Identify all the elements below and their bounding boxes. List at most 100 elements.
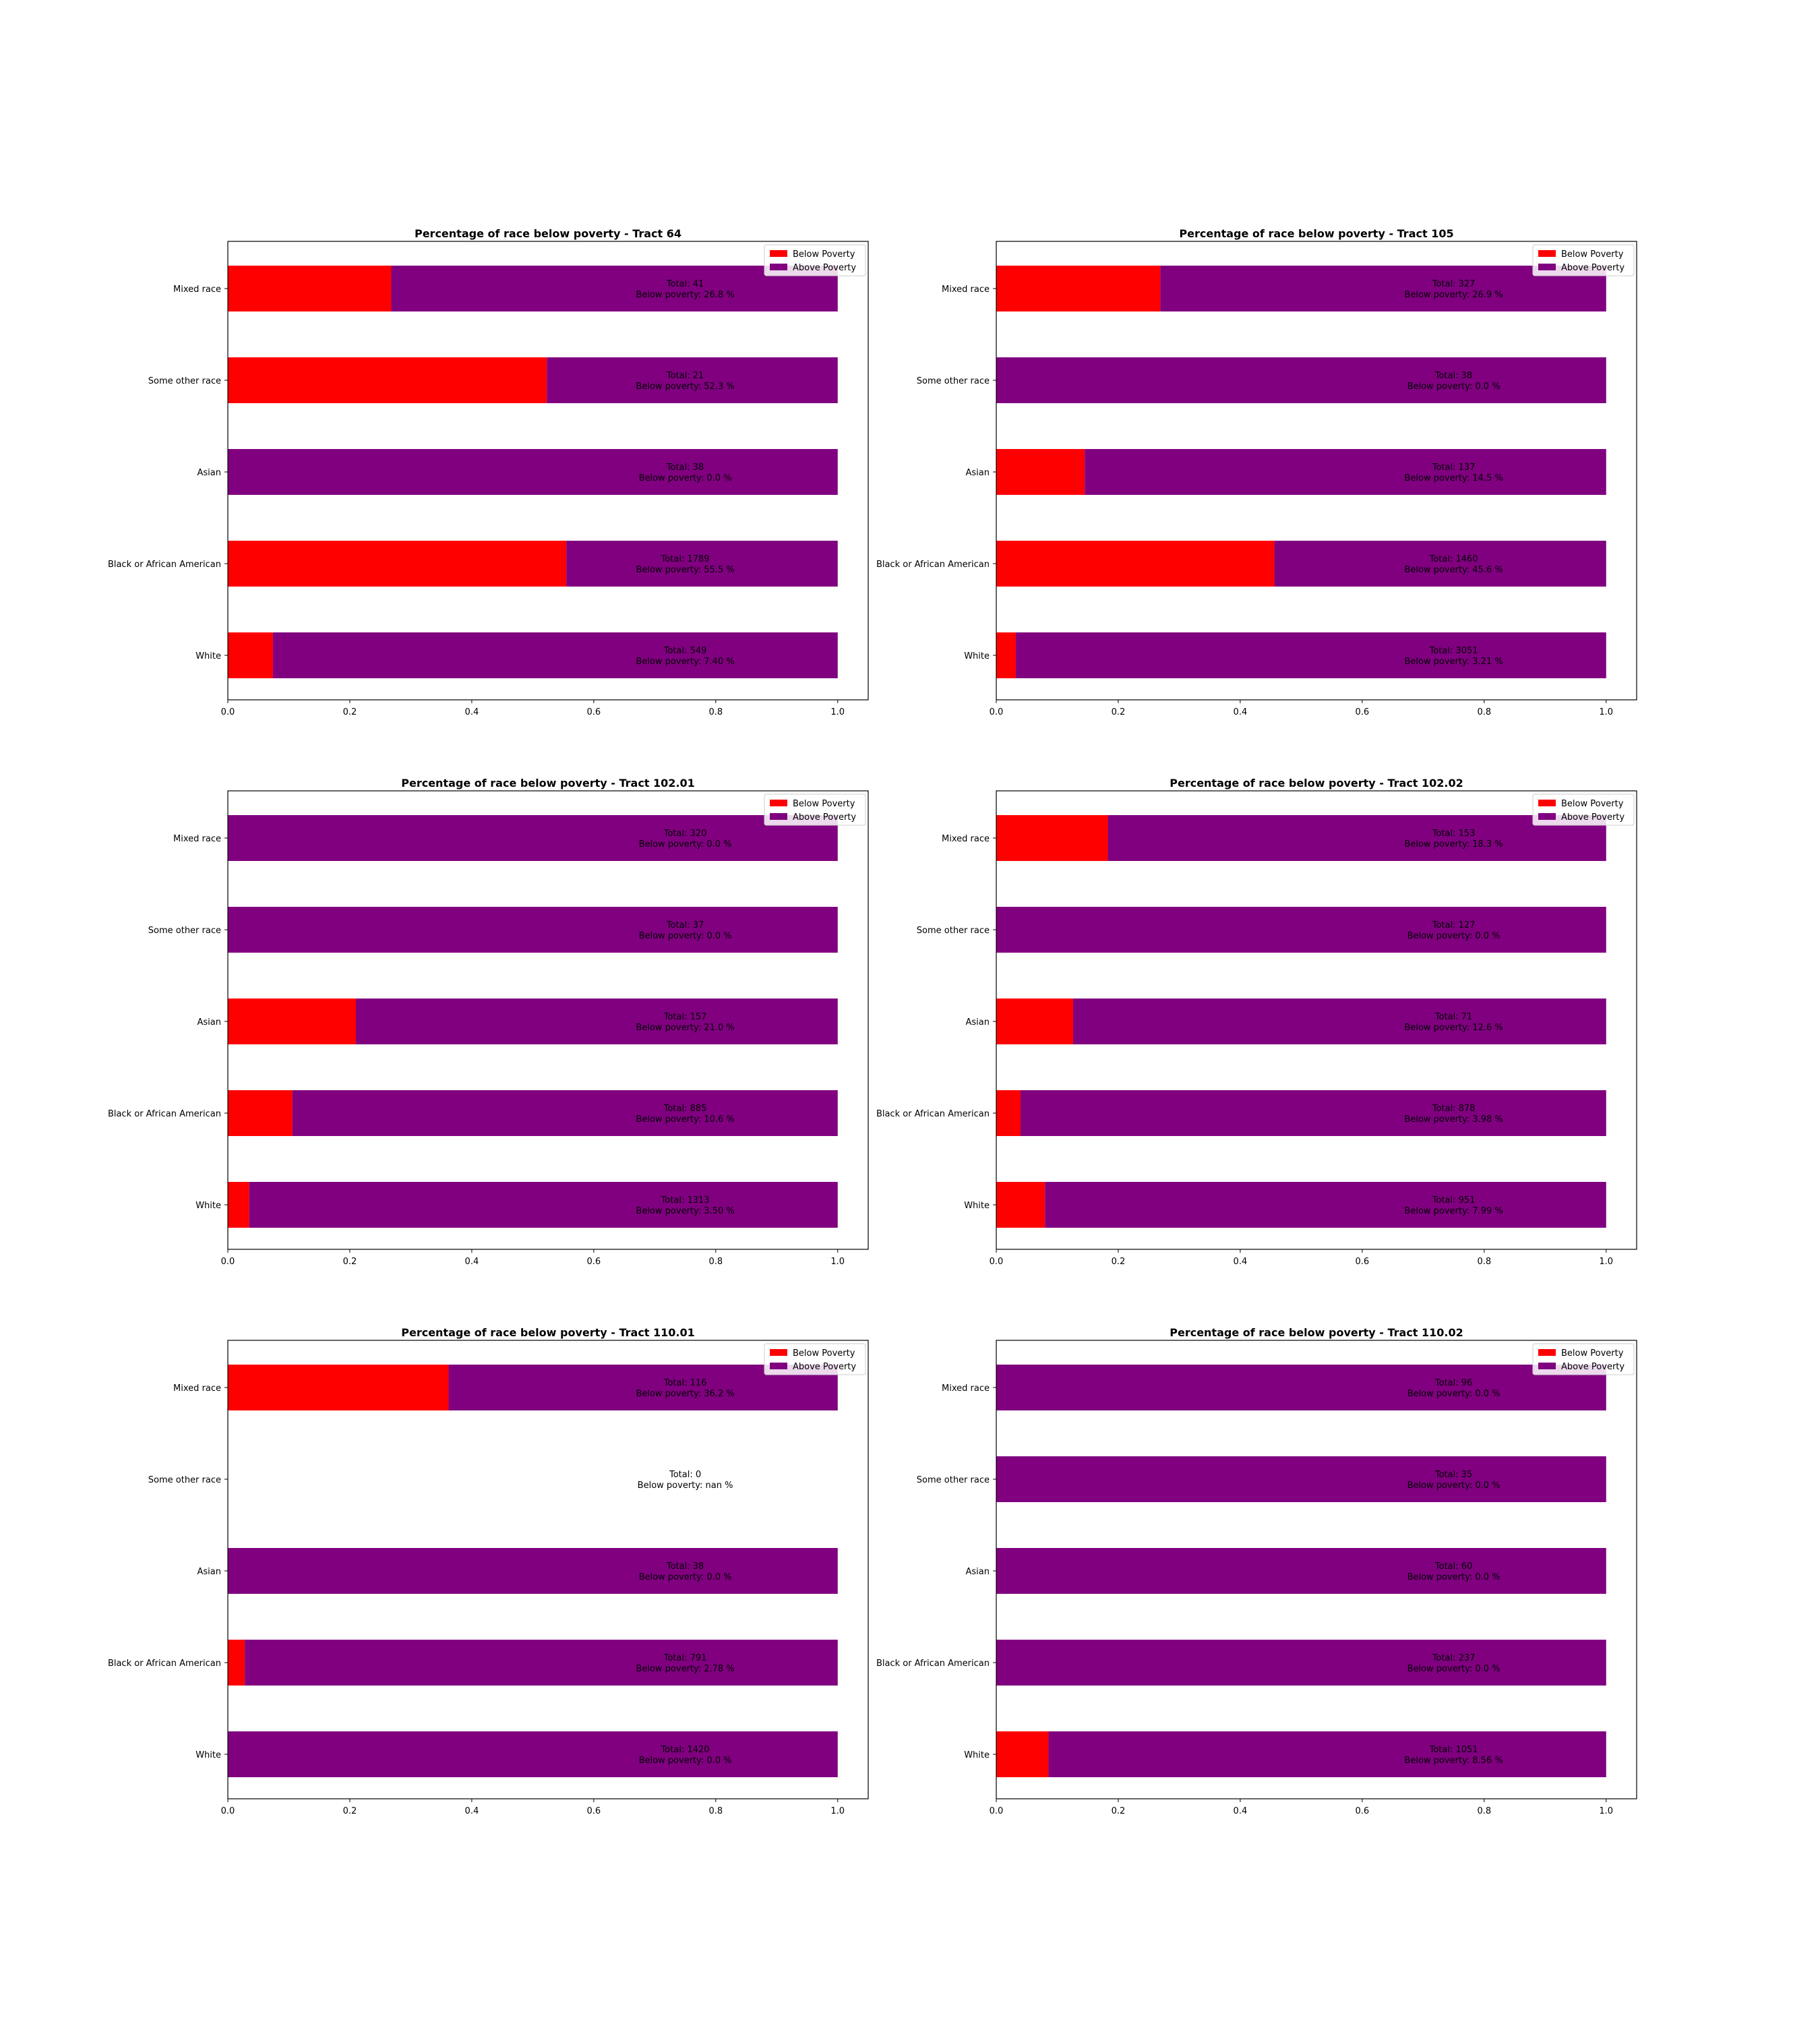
y-tick-label: White: [195, 651, 221, 661]
legend-swatch-above: [1538, 813, 1556, 820]
x-tick-label: 0.0: [990, 1806, 1004, 1816]
bar-annotation-below: Below poverty: 10.6 %: [636, 1114, 734, 1125]
bar-above-poverty: [1016, 632, 1606, 678]
legend-box: [1532, 794, 1635, 826]
bar-above-poverty: [228, 449, 838, 495]
axes-frame: [227, 1340, 869, 1799]
bar-above-poverty: [996, 357, 1606, 403]
bar-annotation-below: Below poverty: 7.99 %: [1404, 1206, 1503, 1216]
legend-box: [764, 244, 866, 276]
legend: Below Poverty Above Poverty: [764, 244, 866, 276]
x-tick-label: 0.8: [708, 707, 723, 717]
chart-title: Percentage of race below poverty - Tract…: [1170, 1326, 1463, 1339]
legend-swatch-below: [1538, 800, 1556, 806]
legend: Below Poverty Above Poverty: [764, 1343, 866, 1375]
bar-annotation-total: Total: 38: [1434, 371, 1472, 381]
legend-swatch-below: [770, 800, 787, 806]
legend-label-below: Below Poverty: [1561, 249, 1624, 260]
bar-above-poverty: [1160, 266, 1606, 311]
y-tick-label: Mixed race: [173, 285, 221, 295]
bar-below-poverty: [996, 449, 1085, 495]
legend-label-above: Above Poverty: [793, 812, 856, 823]
y-tick-label: Some other race: [917, 1475, 990, 1485]
bar-annotation-total: Total: 1313: [661, 1195, 710, 1205]
bar-above-poverty: [228, 815, 838, 861]
y-tick-label: Asian: [198, 1017, 221, 1027]
y-tick-label: Mixed race: [942, 1383, 990, 1394]
y-tick-label: Mixed race: [942, 285, 990, 295]
bar-annotation-total: Total: 41: [666, 279, 704, 289]
axes-frame: [227, 241, 869, 701]
y-tick-label: White: [964, 651, 990, 661]
legend-swatch-above: [1538, 1363, 1556, 1369]
legend-label-above: Above Poverty: [1561, 263, 1625, 273]
legend-box: [764, 1343, 866, 1375]
bar-annotation-below: Below poverty: 3.21 %: [1404, 657, 1503, 667]
x-tick-label: 0.4: [465, 707, 479, 717]
x-tick-label: 0.6: [587, 707, 601, 717]
legend-swatch-below: [770, 250, 787, 257]
bar-annotation-below: Below poverty: 36.2 %: [636, 1389, 734, 1399]
legend-box: [764, 794, 866, 826]
bar-below-poverty: [228, 266, 392, 311]
legend: Below Poverty Above Poverty: [1532, 1343, 1635, 1375]
y-tick-label: Black or African American: [876, 1659, 990, 1669]
chart-title: Percentage of race below poverty - Tract…: [401, 1326, 695, 1339]
bar-annotation-total: Total: 1051: [1429, 1745, 1478, 1755]
y-tick-label: Black or African American: [876, 560, 990, 570]
x-tick-label: 0.8: [1477, 1257, 1491, 1267]
bar-annotation-total: Total: 327: [1432, 279, 1476, 289]
bar-annotation-below: Below poverty: 0.0 %: [1407, 1572, 1500, 1582]
bar-annotation-below: Below poverty: 14.5 %: [1404, 473, 1503, 483]
bar-annotation-total: Total: 320: [663, 829, 707, 839]
x-tick-label: 1.0: [830, 1257, 845, 1267]
bar-below-poverty: [228, 1182, 249, 1228]
x-tick-label: 0.6: [1356, 707, 1370, 717]
x-tick-label: 0.4: [1234, 1806, 1248, 1816]
bar-above-poverty: [245, 1640, 838, 1686]
bar-below-poverty: [996, 1182, 1045, 1228]
y-tick-label: White: [964, 1201, 990, 1211]
bar-annotation-below: Below poverty: 0.0 %: [1407, 1389, 1500, 1399]
y-tick-label: Some other race: [148, 376, 221, 386]
y-tick-label: Asian: [198, 1567, 221, 1577]
bar-annotation-total: Total: 0: [669, 1470, 701, 1480]
y-tick-label: Some other race: [917, 376, 990, 386]
bar-annotation-total: Total: 1789: [661, 554, 710, 564]
bar-above-poverty: [1108, 815, 1606, 861]
bar-annotation-below: Below poverty: nan %: [638, 1481, 733, 1491]
bar-below-poverty: [228, 1365, 449, 1410]
legend-label-below: Below Poverty: [1561, 799, 1624, 809]
bar-below-poverty: [228, 541, 567, 587]
bar-annotation-below: Below poverty: 0.0 %: [639, 1756, 732, 1766]
x-tick-label: 0.6: [1356, 1806, 1370, 1816]
bar-annotation-total: Total: 38: [666, 463, 704, 473]
bar-above-poverty: [356, 999, 838, 1044]
bar-annotation-total: Total: 3051: [1429, 646, 1478, 656]
bar-annotation-below: Below poverty: 12.6 %: [1404, 1023, 1503, 1033]
x-tick-label: 0.2: [343, 1257, 357, 1267]
bar-annotation-below: Below poverty: 52.3 %: [636, 382, 734, 392]
x-tick-label: 0.2: [1112, 1806, 1126, 1816]
bar-annotation-total: Total: 71: [1434, 1012, 1472, 1022]
bar-above-poverty: [1274, 541, 1606, 587]
chart-panel-0: Percentage of race below poverty - Tract…: [108, 227, 869, 717]
x-tick-label: 0.6: [587, 1257, 601, 1267]
bar-above-poverty: [1048, 1731, 1606, 1777]
chart-panel-1: Percentage of race below poverty - Tract…: [876, 227, 1637, 717]
bar-annotation-below: Below poverty: 26.9 %: [1404, 290, 1503, 300]
bar-annotation-below: Below poverty: 0.0 %: [1407, 1481, 1500, 1491]
legend-box: [1532, 1343, 1635, 1375]
bar-annotation-total: Total: 21: [666, 371, 704, 381]
chart-title: Percentage of race below poverty - Tract…: [401, 777, 695, 789]
bar-below-poverty: [228, 632, 273, 678]
bar-above-poverty: [996, 1365, 1606, 1410]
bar-annotation-below: Below poverty: 7.40 %: [636, 657, 734, 667]
bar-annotation-below: Below poverty: 0.0 %: [639, 473, 732, 483]
bar-annotation-total: Total: 157: [663, 1012, 707, 1022]
bar-annotation-total: Total: 791: [663, 1653, 707, 1663]
legend-swatch-above: [770, 1363, 787, 1369]
bar-below-poverty: [996, 999, 1073, 1044]
